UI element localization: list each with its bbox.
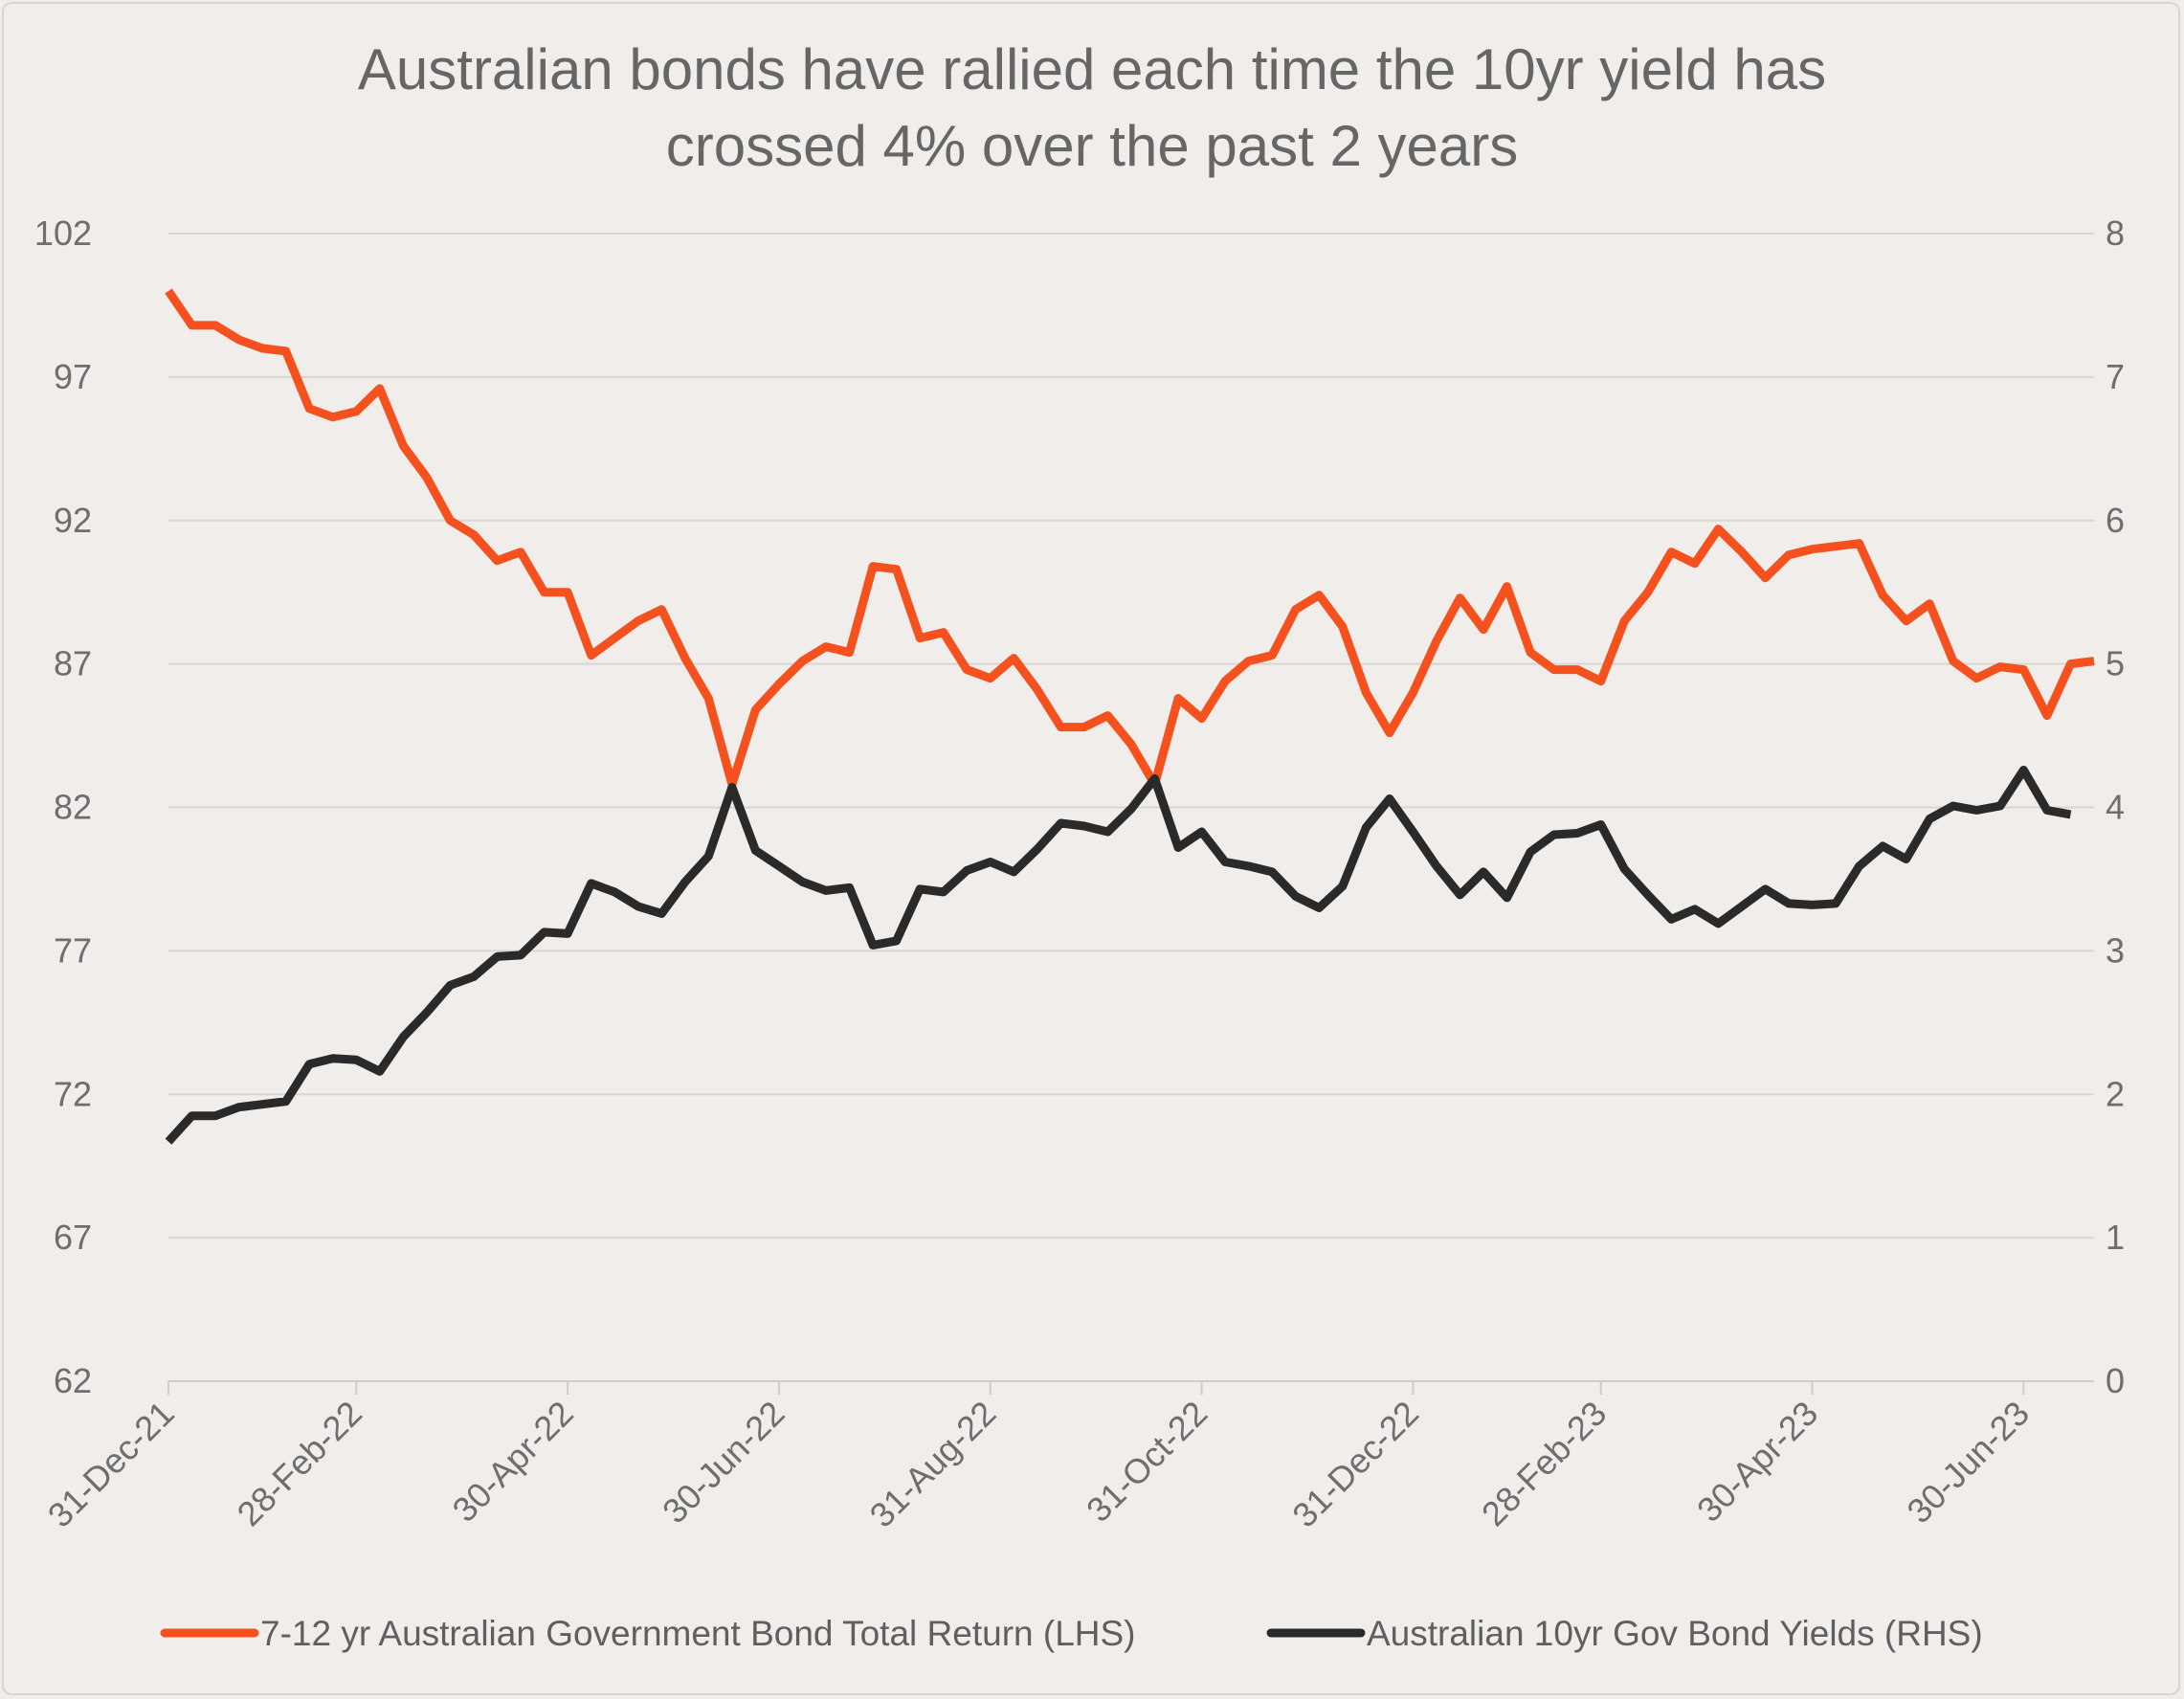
right-y-tick-label: 7 — [2106, 357, 2125, 396]
legend-item-bond-total-return: 7-12 yr Australian Government Bond Total… — [160, 1614, 1136, 1653]
right-y-tick-label: 1 — [2106, 1218, 2125, 1257]
bond-yield-line — [165, 766, 2072, 1145]
series-lines — [165, 288, 2095, 1145]
left-y-tick-label: 67 — [54, 1218, 92, 1257]
legend-label: 7-12 yr Australian Government Bond Total… — [260, 1614, 1136, 1653]
right-y-axis: 0 1 2 3 4 5 6 7 8 — [2106, 213, 2125, 1400]
chart-title-line-2: crossed 4% over the past 2 years — [666, 114, 1518, 178]
x-tick-label: 28-Feb-22 — [230, 1394, 369, 1533]
legend-label: Australian 10yr Gov Bond Yields (RHS) — [1367, 1614, 1983, 1653]
left-y-tick-label: 87 — [54, 644, 92, 683]
x-axis: 31-Dec-21 28-Feb-22 30-Apr-22 30-Jun-22 31-A… — [40, 1380, 2094, 1535]
x-tick-label: 30-Jun-22 — [655, 1394, 792, 1531]
gridlines — [168, 233, 2094, 1240]
right-y-tick-label: 3 — [2106, 930, 2125, 970]
right-y-tick-label: 8 — [2106, 213, 2125, 253]
x-tick-label: 31-Dec-22 — [1284, 1394, 1426, 1535]
left-y-axis: 62 67 72 77 82 87 92 97 102 — [34, 213, 92, 1400]
left-y-tick-label: 62 — [54, 1361, 92, 1400]
x-tick-label: 31-Dec-21 — [40, 1394, 182, 1535]
left-y-tick-label: 77 — [54, 930, 92, 970]
chart-title-line-1: Australian bonds have rallied each time … — [358, 37, 1826, 101]
left-y-tick-label: 92 — [54, 501, 92, 540]
x-tick-label: 31-Oct-22 — [1079, 1394, 1215, 1530]
x-tick-label: 30-Apr-23 — [1689, 1394, 1825, 1530]
bond-total-return-line — [165, 288, 2095, 789]
right-y-tick-label: 4 — [2106, 788, 2125, 827]
right-y-tick-label: 6 — [2106, 501, 2125, 540]
chart-title: Australian bonds have rallied each time … — [358, 37, 1826, 178]
right-y-tick-label: 2 — [2106, 1074, 2125, 1113]
legend-item-bond-yield: Australian 10yr Gov Bond Yields (RHS) — [1266, 1614, 1983, 1653]
left-y-tick-label: 82 — [54, 788, 92, 827]
left-y-tick-label: 72 — [54, 1074, 92, 1113]
right-y-tick-label: 0 — [2106, 1361, 2125, 1400]
left-y-tick-label: 102 — [34, 213, 92, 253]
x-tick-label: 28-Feb-23 — [1474, 1394, 1614, 1533]
x-tick-label: 30-Jun-23 — [1899, 1394, 2037, 1531]
legend: 7-12 yr Australian Government Bond Total… — [160, 1614, 1983, 1653]
right-y-tick-label: 5 — [2106, 644, 2125, 683]
left-y-tick-label: 97 — [54, 357, 92, 396]
x-tick-label: 31-Aug-22 — [862, 1394, 1004, 1535]
x-tick-label: 30-Apr-22 — [445, 1394, 581, 1530]
